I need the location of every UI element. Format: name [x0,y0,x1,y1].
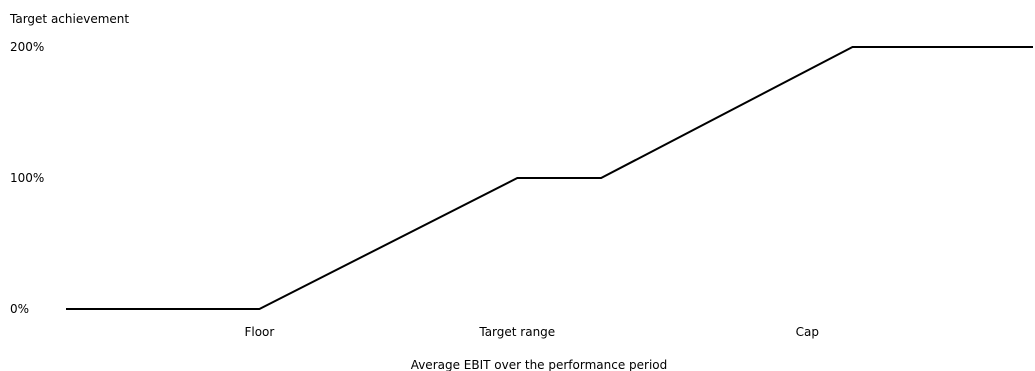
x-tick-label: Floor [244,325,274,339]
x-tick-label: Target range [478,325,555,339]
y-tick-label: 100% [10,171,44,185]
series-line [66,46,1033,310]
x-tick-label: Cap [796,325,819,339]
y-tick-label: 0% [10,302,29,316]
x-axis-label: Average EBIT over the performance period [411,358,668,371]
y-tick-label: 200% [10,40,44,54]
y-axis-label: Target achievement [9,12,129,26]
series-group [66,46,1033,310]
x-tick-labels: Floor Target range Cap [244,325,819,339]
y-tick-labels: 0% 100% 200% [10,40,44,316]
